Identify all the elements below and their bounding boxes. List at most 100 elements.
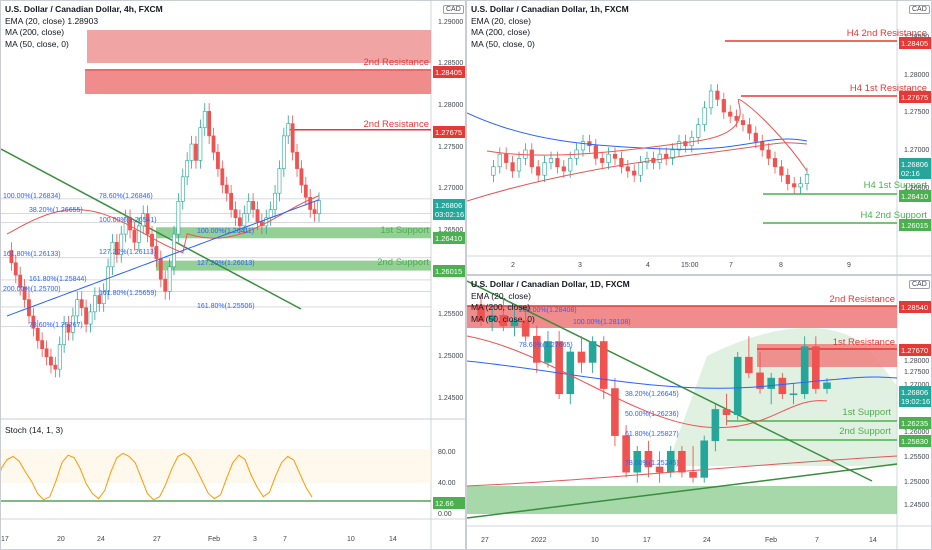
price-tag-1d: 1.25830 — [901, 437, 928, 446]
price-tag-1h-bg — [899, 167, 931, 179]
chart-title-1h: U.S. Dollar / Canadian Dollar, 1h, FXCM — [471, 4, 629, 14]
candle — [561, 166, 566, 172]
level-label-1st-support: 1st Support — [842, 407, 891, 418]
ema20-line — [467, 335, 828, 428]
candle — [772, 158, 778, 168]
time-axis-4h-xtick: 14 — [389, 536, 397, 543]
candle — [548, 158, 554, 163]
candle — [92, 295, 97, 313]
price-axis-4h-tick: 1.27000 — [438, 185, 463, 192]
level-label-2nd-resistance-upper: 2nd Resistance — [364, 57, 429, 68]
candle — [154, 246, 159, 259]
candle — [683, 141, 688, 147]
candle — [44, 348, 49, 358]
time-axis-1d-xtick: 7 — [815, 537, 819, 544]
fib-label: 78.60%(1.26846) — [99, 193, 153, 200]
ma50-line — [467, 360, 898, 389]
price-axis-4h-tick: 1.25500 — [438, 311, 463, 318]
price-axis-1d-tick: 1.27500 — [904, 369, 929, 376]
candle — [510, 162, 515, 172]
chart-1d[interactable]: 200.00%(1.28408) 100.00%(1.28108) 78.60%(1… — [467, 276, 932, 550]
price-axis-4h-tick: 1.26500 — [438, 227, 463, 234]
chart-panel-1d[interactable]: 200.00%(1.28408) 100.00%(1.28108) 78.60%(1… — [466, 275, 932, 550]
price-tag-4h: 1.28405 — [435, 68, 462, 77]
candle — [49, 356, 53, 366]
stoch-band — [1, 449, 431, 483]
candle — [544, 341, 552, 363]
price-tag-1d-bg — [899, 344, 931, 356]
price-axis-4h-tick: 1.24500 — [438, 395, 463, 402]
price-axis-1h-tick: 1.27000 — [904, 147, 929, 154]
candle — [101, 291, 106, 304]
candle — [295, 151, 299, 169]
ema20-line — [6, 195, 320, 254]
price-tag-4h-bg — [433, 126, 465, 138]
price-axis-1d-tick: 1.26000 — [904, 429, 929, 436]
price-tag-4h-bg — [433, 66, 465, 78]
time-axis-4h-xtick: 17 — [1, 536, 9, 543]
price-tag-1d: 19:02:16 — [901, 397, 930, 406]
price-tag-1d: 1.26806 — [901, 388, 928, 397]
support-zone-1 — [156, 227, 431, 239]
time-axis-1d-xtick: 10 — [591, 537, 599, 544]
candle — [180, 176, 185, 202]
candle — [299, 168, 304, 186]
candle — [229, 192, 234, 210]
time-axis-1h-xtick: 4 — [646, 262, 650, 269]
candle — [123, 217, 128, 235]
support-zone-2 — [156, 260, 431, 271]
price-tag-1h: 02:16 — [901, 169, 920, 178]
candle — [18, 274, 23, 288]
price-tag-4h: 1.27675 — [435, 128, 462, 137]
level-label-h4-1st-resistance: H4 1st Resistance — [850, 83, 927, 94]
legend-1h: U.S. Dollar / Canadian Dollar, 1h, FXCM … — [471, 4, 629, 50]
price-tag-4h: 1.26410 — [435, 234, 462, 243]
currency-badge-4h: CAD — [443, 5, 464, 14]
candle — [516, 158, 522, 172]
candle — [211, 135, 216, 153]
time-axis-4h-xtick: 10 — [347, 536, 355, 543]
candle — [128, 217, 132, 231]
time-axis-1d-xtick: 24 — [703, 537, 711, 544]
candle — [577, 351, 586, 363]
stoch-axis-tick: 40.00 — [438, 480, 456, 487]
candle — [176, 201, 181, 235]
stoch-axis-tick: 0.00 — [438, 511, 452, 518]
indicator-ema-1d: EMA (20, close) — [471, 290, 531, 301]
indicator-ema-4h: EMA (20, close) 1.28903 — [5, 15, 99, 26]
candle — [114, 241, 119, 255]
candle — [497, 153, 502, 168]
time-axis-4h-xtick: 24 — [97, 536, 105, 543]
candle — [566, 351, 575, 395]
chart-1h[interactable]: H4 2nd Resistance H4 1st Resistance H4 1st… — [467, 1, 932, 275]
candle — [619, 158, 624, 168]
candle — [207, 111, 212, 137]
currency-badge-1h: CAD — [909, 5, 930, 14]
indicator-ma50-1d: MA (50, close, 0) — [471, 313, 535, 324]
candle — [733, 356, 742, 415]
candle — [657, 153, 662, 163]
chart-4h[interactable]: 100.00%(1.26834) 78.60%(1.26846) 38.20%(1.… — [1, 1, 466, 550]
candle — [625, 166, 630, 172]
indicator-ma50-1h: MA (50, close, 0) — [471, 38, 535, 49]
currency-badge-1d: CAD — [909, 280, 930, 289]
candle — [13, 262, 18, 276]
level-label-2nd-support: 2nd Support — [839, 426, 891, 437]
fib-label: 61.80%(1.25827) — [625, 431, 679, 438]
chart-panel-4h[interactable]: 100.00%(1.26834) 78.60%(1.26846) 38.20%(1.… — [0, 0, 466, 550]
price-tag-1d-bg — [899, 435, 931, 447]
candle — [136, 225, 141, 243]
candle — [700, 440, 709, 478]
price-tag-1h: 1.27675 — [901, 93, 928, 102]
price-tag-1h-bg — [899, 91, 931, 103]
candle — [233, 209, 238, 219]
candle — [721, 99, 726, 113]
resistance-zone-upper — [87, 30, 431, 63]
candle — [202, 111, 207, 128]
candle — [317, 200, 321, 214]
indicator-ma200-4h: MA (200, close) — [5, 27, 65, 37]
chart-panel-1h[interactable]: H4 2nd Resistance H4 1st Resistance H4 1st… — [466, 0, 932, 275]
fib-label: 38.20%(1.26645) — [625, 391, 679, 398]
candle — [35, 327, 40, 341]
chart-title-1d: U.S. Dollar / Canadian Dollar, 1D, FXCM — [471, 279, 630, 289]
